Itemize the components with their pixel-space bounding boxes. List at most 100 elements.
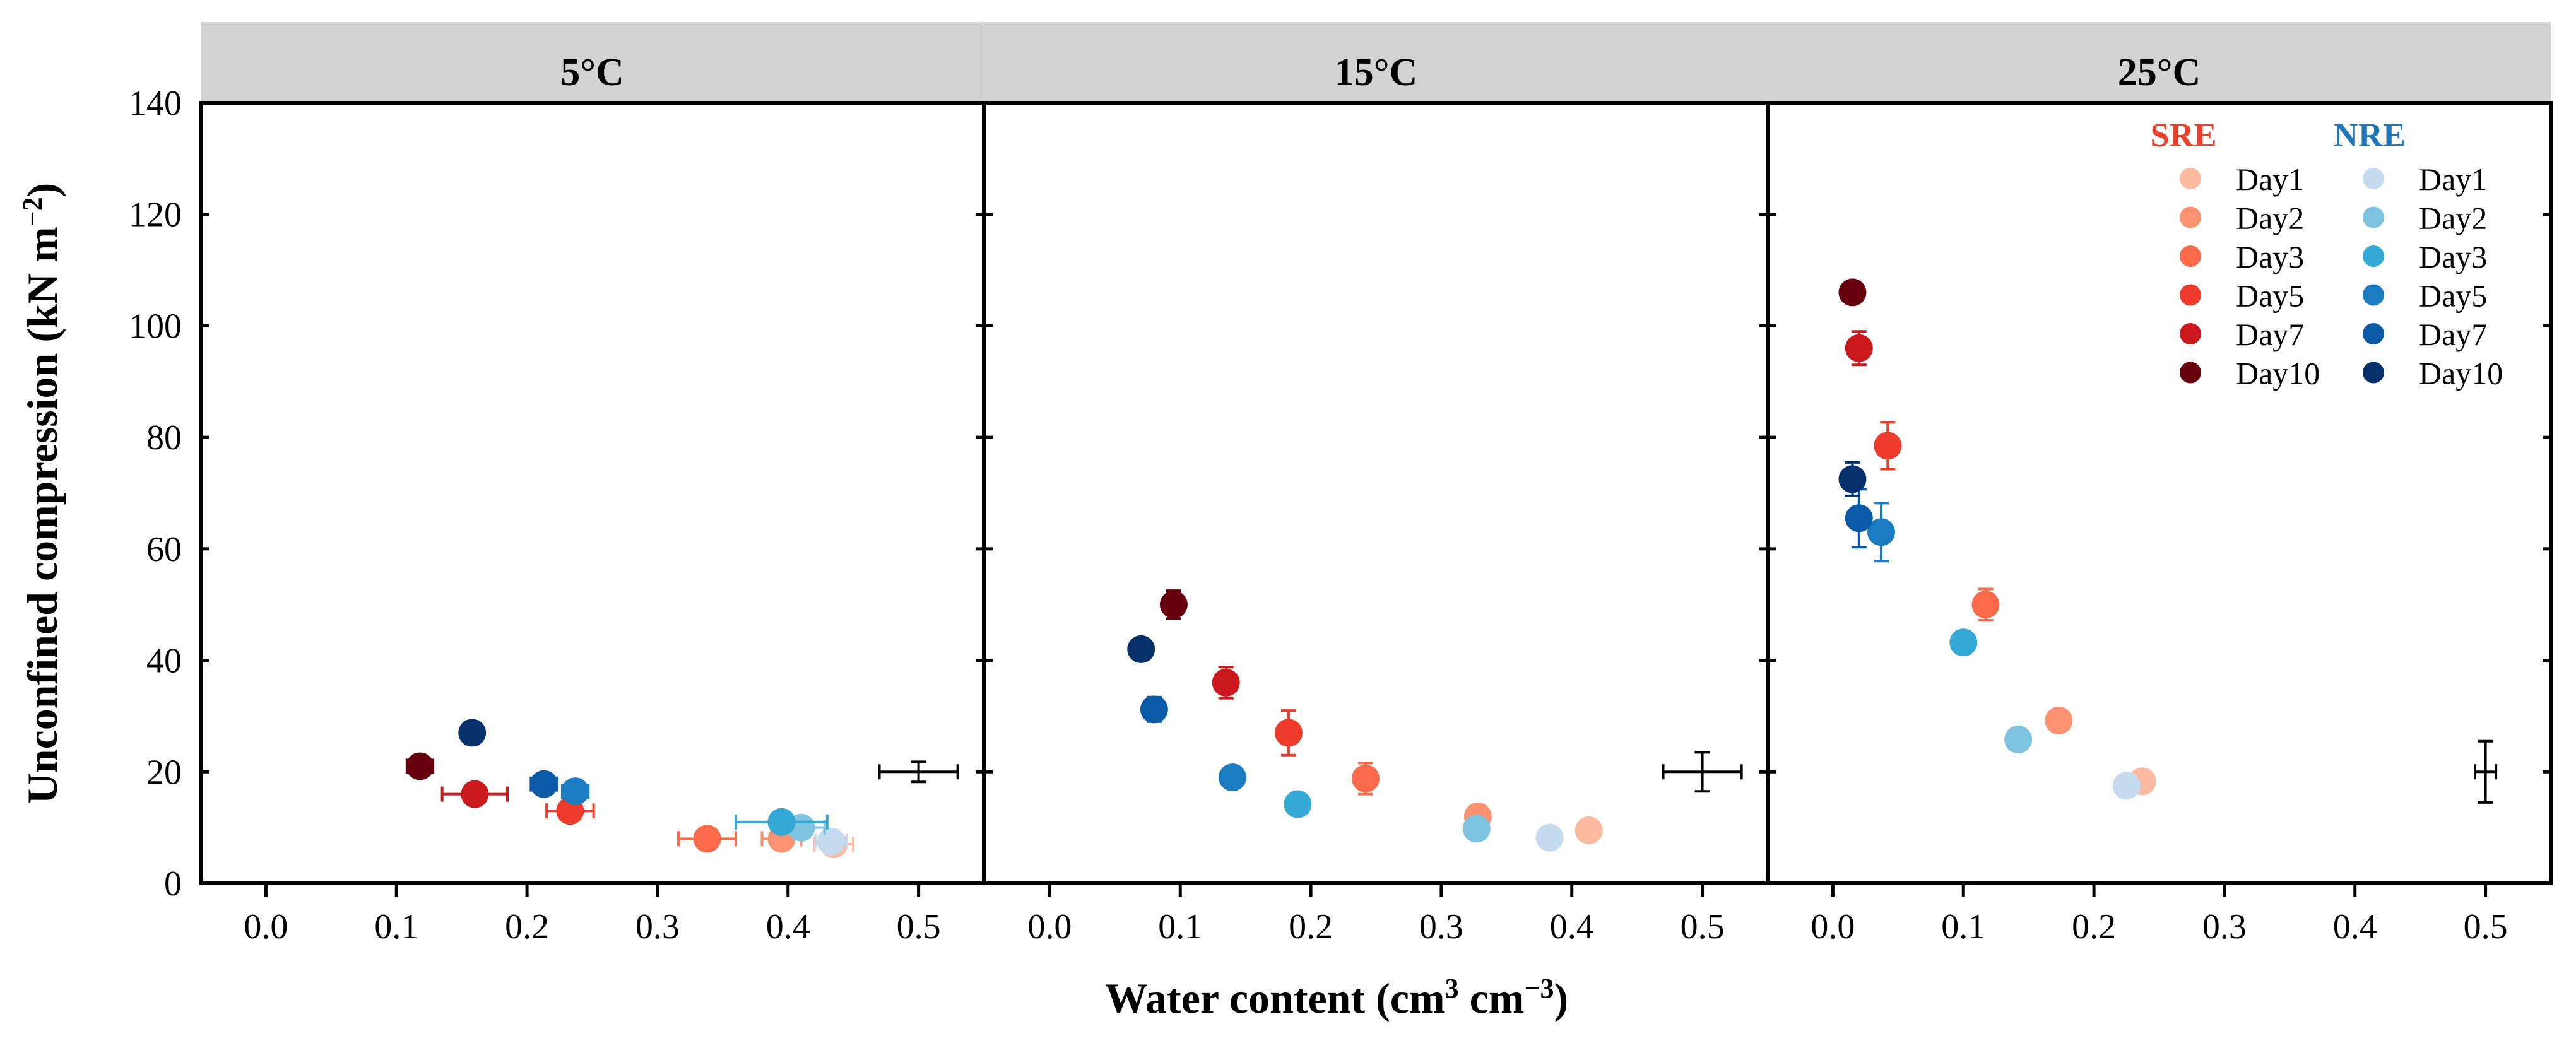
- data-point-nre-day3: [1284, 790, 1312, 818]
- series-sre: [405, 752, 855, 859]
- marker: [1845, 334, 1873, 362]
- x-axis-title-xlabel-unit-a: (cm: [1376, 974, 1445, 1022]
- x-tick-label: 0.1: [1941, 907, 1985, 946]
- y-tick-label: 120: [129, 196, 182, 235]
- data-point-nre-day5: [1218, 763, 1246, 792]
- panel-0: 5°C: [201, 22, 984, 859]
- legend-label-nre: Day10: [2419, 356, 2503, 391]
- series-sre: [1159, 589, 1603, 845]
- data-point-sre-day3: [1971, 587, 2000, 621]
- axis-titles: Water content (cm3 cm−3)Unconfined compr…: [17, 183, 1569, 1022]
- legend-title-sre: SRE: [2150, 116, 2216, 154]
- marker: [529, 770, 558, 798]
- panel-strip: [201, 22, 984, 103]
- legend-marker-sre: [2180, 362, 2201, 384]
- x-tick-label: 0.0: [1027, 907, 1072, 946]
- series-sre: [1838, 278, 2156, 796]
- legend-marker-sre: [2180, 284, 2201, 306]
- legend-marker-nre: [2363, 168, 2384, 189]
- x-tick-label: 0.2: [505, 907, 549, 946]
- panels-layer: 5°C 15°C 25°C: [201, 22, 2551, 859]
- marker: [458, 719, 487, 747]
- marker: [1845, 504, 1873, 533]
- marker: [561, 777, 589, 806]
- x-tick-label: 0.5: [897, 907, 941, 946]
- data-point-nre-day7: [1140, 695, 1168, 724]
- data-point-sre-day7: [1845, 330, 1873, 367]
- data-point-nre-day7: [1845, 488, 1873, 549]
- legend-marker-nre: [2363, 284, 2384, 306]
- x-tick-label: 0.0: [244, 907, 288, 946]
- legend-label-sre: Day1: [2236, 162, 2304, 197]
- panel-1: 15°C: [984, 22, 1768, 852]
- data-point-sre-day5: [1874, 421, 1902, 471]
- panel-frame: [983, 101, 1770, 885]
- data-point-sre-day10: [1838, 278, 1867, 307]
- legend-title-nre: NRE: [2334, 116, 2406, 154]
- y-tick-label: 140: [129, 84, 182, 123]
- marker: [1535, 823, 1564, 852]
- legend-label-nre: Day1: [2419, 162, 2487, 197]
- legend-label-nre: Day7: [2419, 317, 2487, 352]
- x-tick-label: 0.3: [1419, 907, 1463, 946]
- marker: [1274, 719, 1303, 747]
- marker: [1127, 635, 1155, 663]
- data-point-sre-day10: [1159, 589, 1188, 620]
- series-nre: [458, 719, 848, 856]
- y-tick-label: 80: [146, 418, 182, 457]
- marker: [1575, 816, 1603, 845]
- x-tick-label: 0.4: [766, 907, 810, 946]
- legend-marker-sre: [2180, 323, 2201, 344]
- data-point-nre-day10: [458, 719, 487, 747]
- legend-label-nre: Day2: [2419, 201, 2487, 236]
- x-tick-label: 0.3: [2202, 907, 2247, 946]
- legend-label-sre: Day7: [2236, 317, 2304, 352]
- x-tick-label: 0.5: [2464, 907, 2508, 946]
- data-point-sre-day7: [440, 780, 509, 808]
- x-tick-label: 0.4: [2333, 907, 2377, 946]
- series-nre: [1838, 461, 2141, 800]
- marker: [1874, 432, 1902, 460]
- x-tick-label: 0.1: [374, 907, 418, 946]
- y-tick-label: 0: [164, 864, 182, 904]
- y-tick-label: 100: [129, 307, 182, 346]
- legend-label-sre: Day3: [2236, 239, 2304, 274]
- data-point-nre-day5: [560, 777, 590, 806]
- x-tick-label: 0.0: [1811, 907, 1855, 946]
- panel-title: 15°C: [1335, 51, 1418, 94]
- data-point-sre-day3: [677, 825, 738, 853]
- marker: [1284, 790, 1312, 818]
- panel-strip: [984, 22, 1768, 103]
- data-point-nre-day1: [1535, 823, 1564, 852]
- data-point-sre-day2: [2045, 706, 2073, 734]
- legend-label-sre: Day5: [2236, 278, 2304, 314]
- x-tick-label: 0.5: [1681, 907, 1725, 946]
- series-nre: [1127, 635, 1564, 852]
- reference-error-bar: [2474, 739, 2498, 804]
- axes-layer: 0 20 40 60 80 100 120 140 0.0 0.1 0.2 0.3 0.4 0.5 0.0 0…: [129, 84, 2553, 946]
- y-axis-title-ylabel-unit-close: ): [18, 183, 66, 197]
- data-point-nre-day10: [1127, 635, 1155, 663]
- marker: [1212, 668, 1240, 697]
- legend-label-sre: Day2: [2236, 201, 2304, 236]
- x-tick-label: 0.4: [1550, 907, 1594, 946]
- data-point-nre-day2: [1462, 815, 1491, 843]
- y-axis-title-ylabel: Unconfined compression: [18, 353, 66, 804]
- y-axis-title-ylabel-unit-base: (kN m: [18, 227, 66, 342]
- y-axis-title-space: [18, 343, 66, 353]
- data-point-sre-day5: [1274, 709, 1303, 757]
- legend-marker-sre: [2180, 245, 2201, 267]
- x-tick-label: 0.3: [635, 907, 680, 946]
- y-tick-label: 20: [146, 753, 182, 792]
- marker: [2004, 726, 2033, 754]
- data-point-sre-day10: [405, 752, 435, 780]
- data-point-sre-day7: [1212, 666, 1240, 700]
- marker: [1867, 518, 1895, 546]
- legend-marker-sre: [2180, 168, 2201, 189]
- data-point-nre-day3: [735, 808, 829, 836]
- data-point-sre-day3: [1351, 762, 1380, 796]
- y-tick-label: 40: [146, 642, 182, 681]
- panel-2: 25°C: [1768, 22, 2551, 804]
